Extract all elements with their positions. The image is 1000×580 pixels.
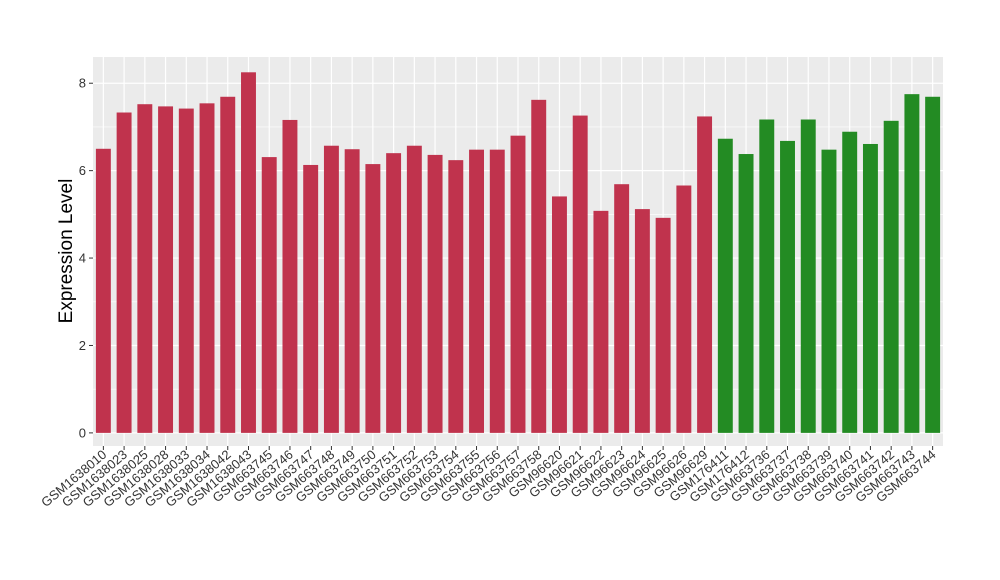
bar [676, 185, 692, 433]
bar [158, 106, 174, 433]
bar [800, 119, 816, 433]
bar [697, 116, 713, 433]
bar [303, 164, 319, 433]
bar [427, 154, 443, 433]
bar [842, 131, 858, 433]
bar [780, 140, 795, 433]
bar [883, 120, 899, 433]
bar [199, 103, 215, 433]
bar [717, 138, 733, 433]
bar [862, 143, 878, 433]
bar [116, 112, 132, 433]
bar [323, 145, 339, 433]
y-tick-label: 8 [79, 76, 86, 91]
bar [489, 149, 505, 433]
bar [365, 164, 381, 433]
y-tick-label: 6 [79, 163, 86, 178]
bar [759, 119, 775, 433]
x-axis: GSM1638010GSM1638023GSM1638025GSM1638028… [38, 446, 939, 510]
bar [261, 157, 277, 433]
bar [531, 99, 547, 433]
bar [655, 217, 671, 433]
y-axis: 0 2 4 6 8 [79, 76, 93, 440]
y-tick-label: 0 [79, 425, 86, 440]
bar [552, 196, 567, 433]
bar [178, 108, 194, 433]
bar [95, 148, 111, 433]
bar [469, 149, 484, 433]
bar [282, 119, 298, 433]
y-axis-label: Expression Level [56, 179, 77, 324]
bar [344, 149, 360, 433]
bar [386, 153, 402, 433]
bar [448, 160, 464, 433]
bar [614, 184, 630, 433]
y-tick-label: 2 [79, 338, 86, 353]
bar [220, 96, 236, 433]
bar [634, 209, 650, 433]
bars [95, 72, 941, 433]
bar [593, 210, 609, 433]
bar [572, 115, 588, 433]
y-tick-label: 4 [79, 251, 86, 266]
bar [406, 145, 422, 433]
bar [738, 154, 754, 433]
bar [241, 72, 256, 433]
bar [510, 135, 526, 433]
bar [137, 104, 153, 433]
bar [904, 94, 920, 433]
bar [821, 149, 837, 433]
bar [925, 96, 941, 433]
